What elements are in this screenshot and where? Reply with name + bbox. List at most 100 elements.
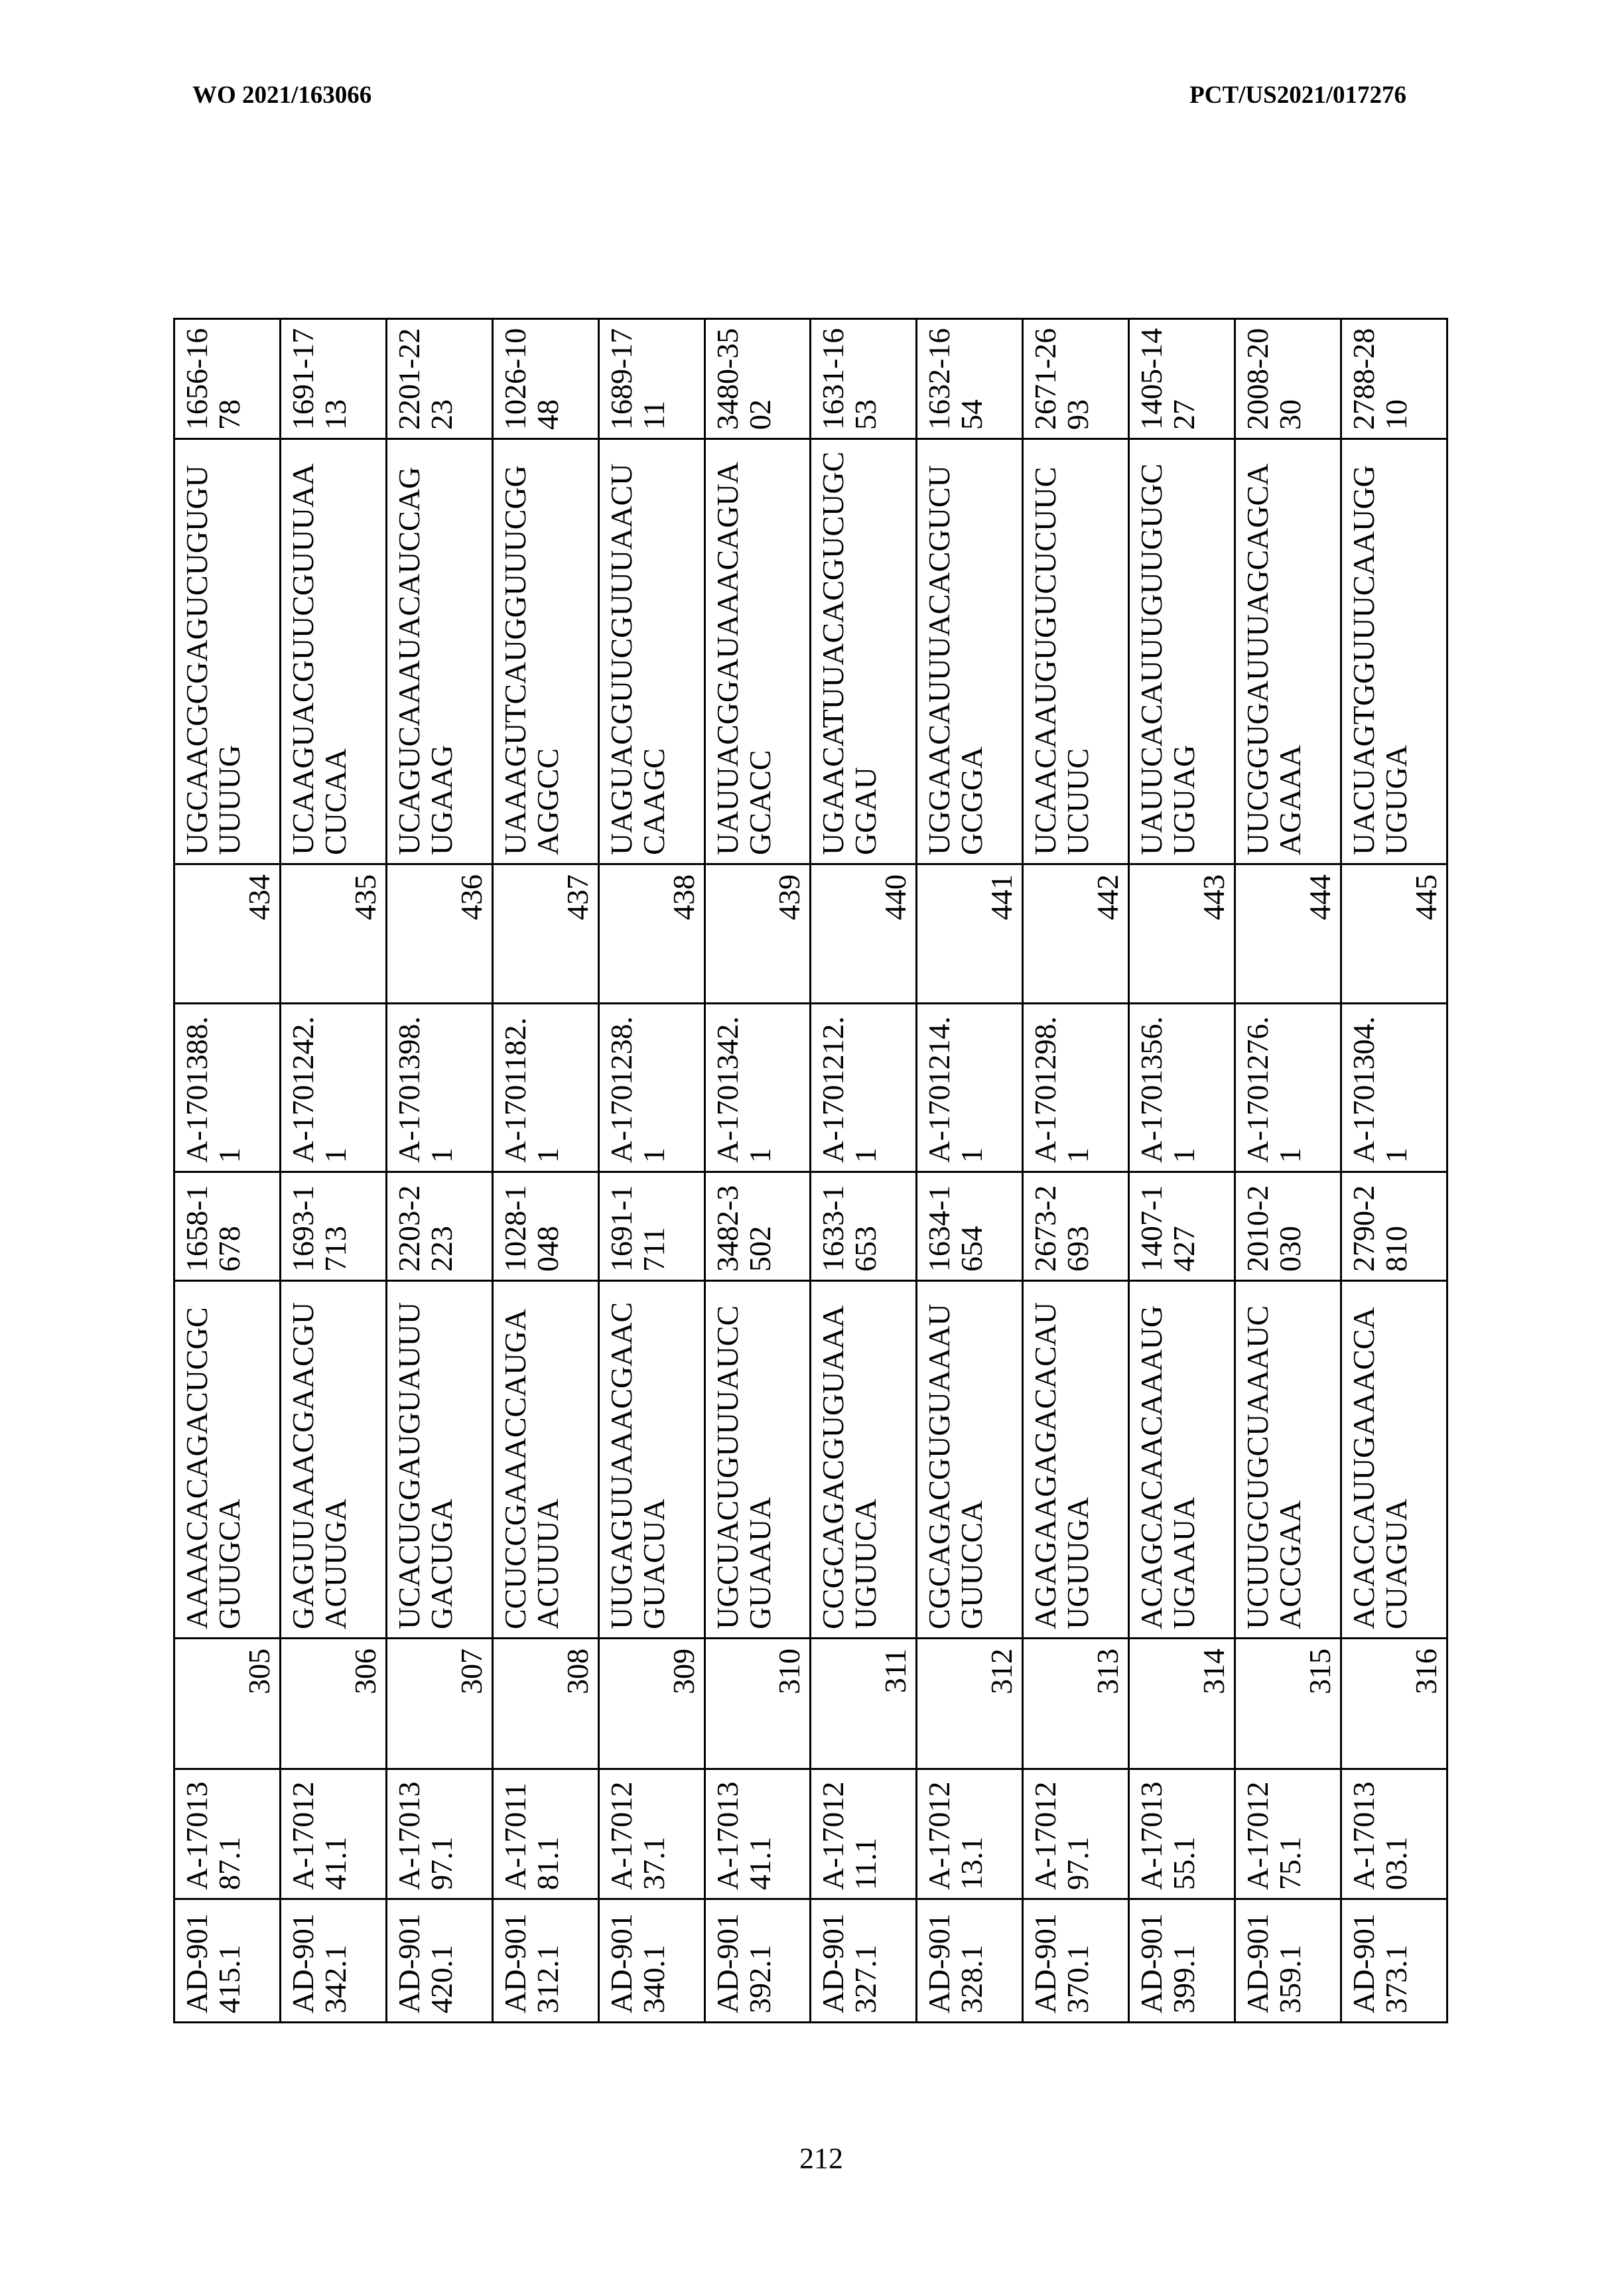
duplex-sequence-table: AD-901415.1A-1701387.1305AAAACACAGACUCGC… [173, 320, 1448, 2023]
antisense-seq-id-cell: 437 [492, 864, 598, 1004]
publication-number: WO 2021/163066 [192, 81, 371, 109]
antisense-range-cell: 1631-1653 [811, 319, 917, 439]
antisense-oligo-id-cell: A-1701242.1 [280, 1004, 386, 1172]
antisense-sequence-cell: UAUUACGGAUAAACAGUAGCACC [705, 439, 811, 864]
antisense-oligo-id-cell: A-1701342.1 [705, 1004, 811, 1172]
sense-oligo-id-cell: A-1701181.1 [492, 1769, 598, 1899]
table-row: AD-901392.1A-1701341.1310UGCUACUGUUUAUCC… [705, 319, 811, 2023]
sense-oligo-id-cell: A-1701387.1 [174, 1769, 281, 1899]
duplex-id-cell: AD-901415.1 [174, 1899, 281, 2023]
table-row: AD-901312.1A-1701181.1308CCUCCGAAACCAUGA… [492, 319, 598, 2023]
antisense-oligo-id-cell: A-1701212.1 [811, 1004, 917, 1172]
sense-seq-id-cell: 305 [174, 1639, 281, 1769]
sense-oligo-id-cell: A-1701213.1 [917, 1769, 1023, 1899]
table-row: AD-901370.1A-1701297.1313AGAGAAGAGACACAU… [1023, 319, 1129, 2023]
sense-oligo-id-cell: A-1701397.1 [386, 1769, 492, 1899]
antisense-range-cell: 1691-1713 [280, 319, 386, 439]
sense-seq-id-cell: 316 [1341, 1639, 1447, 1769]
antisense-sequence-cell: UAAAGUTCAUGGUUUCGGAGGCC [492, 439, 598, 864]
antisense-sequence-cell: UGAACATUUACACGUCUGCGGAU [811, 439, 917, 864]
sense-range-cell: 1634-1654 [917, 1172, 1023, 1281]
antisense-range-cell: 2671-2693 [1023, 319, 1129, 439]
sense-oligo-id-cell: A-1701237.1 [598, 1769, 705, 1899]
table-row: AD-901340.1A-1701237.1309UUGAGUUAAACGAAC… [598, 319, 705, 2023]
sense-range-cell: 2203-2223 [386, 1172, 492, 1281]
sense-range-cell: 2673-2693 [1023, 1172, 1129, 1281]
sense-oligo-id-cell: A-1701211.1 [811, 1769, 917, 1899]
antisense-oligo-id-cell: A-1701398.1 [386, 1004, 492, 1172]
duplex-id-cell: AD-901399.1 [1129, 1899, 1235, 2023]
antisense-sequence-cell: UACUAGTGGUUUCAAUGGUGUGA [1341, 439, 1447, 864]
sense-seq-id-cell: 308 [492, 1639, 598, 1769]
sense-range-cell: 1693-1713 [280, 1172, 386, 1281]
antisense-sequence-cell: UCAACAAUGUGUCUCUUCUCUUC [1023, 439, 1129, 864]
sense-oligo-id-cell: A-1701355.1 [1129, 1769, 1235, 1899]
antisense-oligo-id-cell: A-1701182.1 [492, 1004, 598, 1172]
antisense-sequence-cell: UAUUCACAUUUGUUGUGCUGUAG [1129, 439, 1235, 864]
duplex-id-cell: AD-901370.1 [1023, 1899, 1129, 2023]
sense-range-cell: 1691-1711 [598, 1172, 705, 1281]
table-row: AD-901373.1A-1701303.1316ACACCAUUGAAACCA… [1341, 319, 1447, 2023]
sense-oligo-id-cell: A-1701241.1 [280, 1769, 386, 1899]
sense-range-cell: 2010-2030 [1235, 1172, 1341, 1281]
sense-sequence-cell: CGCAGACGUGUAAAUGUUCCA [917, 1281, 1023, 1639]
sense-seq-id-cell: 310 [705, 1639, 811, 1769]
antisense-range-cell: 2008-2030 [1235, 319, 1341, 439]
sense-range-cell: 1658-1678 [174, 1172, 281, 1281]
antisense-sequence-cell: UAGUACGUUCGUUUAACUCAAGC [598, 439, 705, 864]
sense-range-cell: 1407-1427 [1129, 1172, 1235, 1281]
sense-seq-id-cell: 312 [917, 1639, 1023, 1769]
duplex-id-cell: AD-901392.1 [705, 1899, 811, 2023]
sense-oligo-id-cell: A-1701297.1 [1023, 1769, 1129, 1899]
antisense-seq-id-cell: 439 [705, 864, 811, 1004]
table-row: AD-901328.1A-1701213.1312CGCAGACGUGUAAAU… [917, 319, 1023, 2023]
sense-oligo-id-cell: A-1701341.1 [705, 1769, 811, 1899]
antisense-oligo-id-cell: A-1701304.1 [1341, 1004, 1447, 1172]
duplex-id-cell: AD-901359.1 [1235, 1899, 1341, 2023]
antisense-sequence-cell: UUCGGUGAUUUAGCAGCAAGAAA [1235, 439, 1341, 864]
sense-sequence-cell: CCUCCGAAACCAUGAACUUUA [492, 1281, 598, 1639]
sense-sequence-cell: GAGUUAAACGAACGUACUUGA [280, 1281, 386, 1639]
antisense-oligo-id-cell: A-1701388.1 [174, 1004, 281, 1172]
antisense-sequence-cell: UCAAGUACGUUCGUUUAACUCAA [280, 439, 386, 864]
antisense-seq-id-cell: 435 [280, 864, 386, 1004]
sense-sequence-cell: ACACCAUUGAAACCACUAGUA [1341, 1281, 1447, 1639]
duplex-id-cell: AD-901340.1 [598, 1899, 705, 2023]
sense-sequence-cell: ACAGCACAACAAAUGUGAAUA [1129, 1281, 1235, 1639]
duplex-id-cell: AD-901328.1 [917, 1899, 1023, 2023]
antisense-seq-id-cell: 445 [1341, 864, 1447, 1004]
sense-seq-id-cell: 307 [386, 1639, 492, 1769]
antisense-seq-id-cell: 441 [917, 864, 1023, 1004]
antisense-oligo-id-cell: A-1701214.1 [917, 1004, 1023, 1172]
sense-seq-id-cell: 313 [1023, 1639, 1129, 1769]
duplex-id-cell: AD-901342.1 [280, 1899, 386, 2023]
antisense-range-cell: 1405-1427 [1129, 319, 1235, 439]
antisense-oligo-id-cell: A-1701356.1 [1129, 1004, 1235, 1172]
antisense-seq-id-cell: 436 [386, 864, 492, 1004]
table-row: AD-901359.1A-1701275.1315UCUUGCUGCUAAAUC… [1235, 319, 1341, 2023]
antisense-seq-id-cell: 442 [1023, 864, 1129, 1004]
table-row: AD-901420.1A-1701397.1307UCACUGGAUGUAUUU… [386, 319, 492, 2023]
sense-seq-id-cell: 315 [1235, 1639, 1341, 1769]
antisense-range-cell: 2201-2223 [386, 319, 492, 439]
sense-range-cell: 1633-1653 [811, 1172, 917, 1281]
antisense-range-cell: 1689-1711 [598, 319, 705, 439]
sense-range-cell: 1028-1048 [492, 1172, 598, 1281]
sense-seq-id-cell: 311 [811, 1639, 917, 1769]
sense-sequence-cell: UCUUGCUGCUAAAUCACCGAA [1235, 1281, 1341, 1639]
application-number: PCT/US2021/017276 [1189, 81, 1406, 109]
antisense-sequence-cell: UGCAACGCGAGUCUGUGUUUUUG [174, 439, 281, 864]
antisense-oligo-id-cell: A-1701238.1 [598, 1004, 705, 1172]
sense-range-cell: 2790-2810 [1341, 1172, 1447, 1281]
antisense-oligo-id-cell: A-1701276.1 [1235, 1004, 1341, 1172]
sense-seq-id-cell: 314 [1129, 1639, 1235, 1769]
antisense-seq-id-cell: 440 [811, 864, 917, 1004]
antisense-range-cell: 1026-1048 [492, 319, 598, 439]
table-row: AD-901327.1A-1701211.1311CCGCAGACGUGUAAA… [811, 319, 917, 2023]
sense-oligo-id-cell: A-1701275.1 [1235, 1769, 1341, 1899]
duplex-id-cell: AD-901373.1 [1341, 1899, 1447, 2023]
sense-oligo-id-cell: A-1701303.1 [1341, 1769, 1447, 1899]
sense-sequence-cell: AAAACACAGACUCGCGUUGCA [174, 1281, 281, 1639]
duplex-id-cell: AD-901420.1 [386, 1899, 492, 2023]
antisense-seq-id-cell: 434 [174, 864, 281, 1004]
